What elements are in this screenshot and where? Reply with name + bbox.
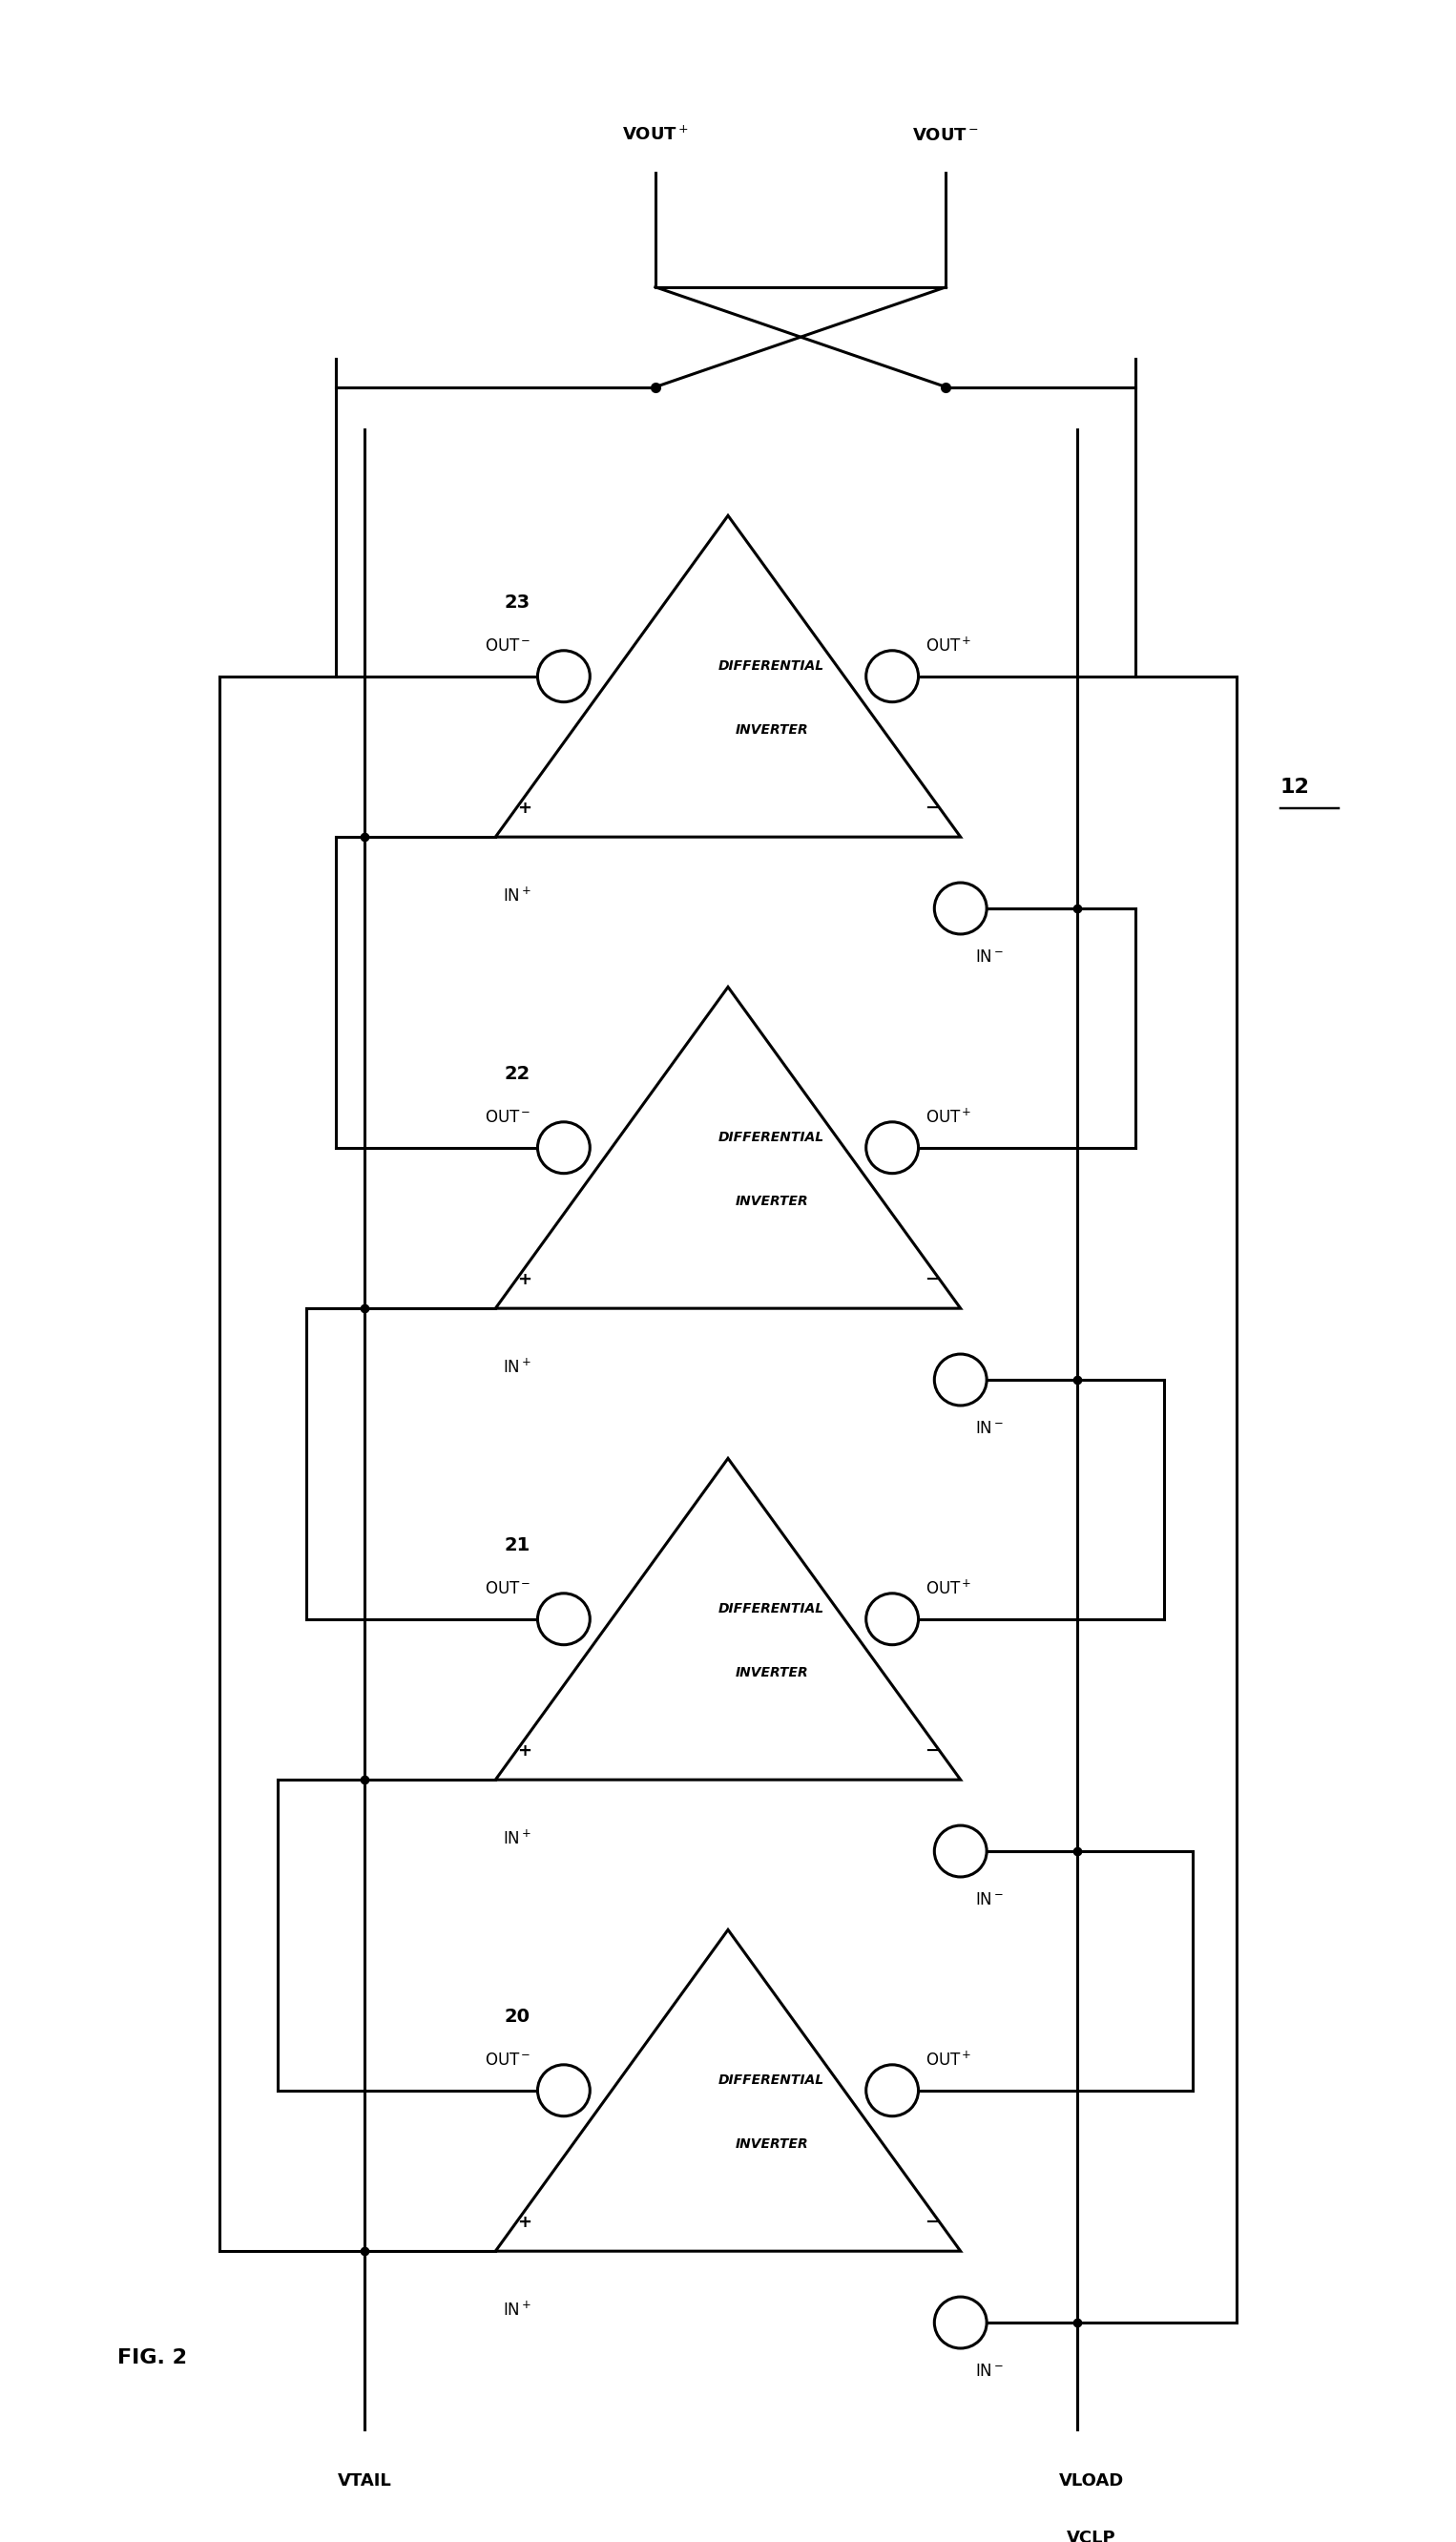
Text: +: + <box>517 2214 531 2232</box>
Text: IN$^-$: IN$^-$ <box>976 1891 1005 1909</box>
Text: −: − <box>925 801 939 816</box>
Text: OUT$^-$: OUT$^-$ <box>485 1581 530 1596</box>
Text: IN$^+$: IN$^+$ <box>502 2301 531 2318</box>
Text: OUT$^+$: OUT$^+$ <box>926 2051 971 2069</box>
Text: IN$^+$: IN$^+$ <box>502 887 531 905</box>
Text: −: − <box>925 1744 939 1759</box>
Text: 22: 22 <box>504 1065 530 1083</box>
Text: FIG. 2: FIG. 2 <box>118 2349 188 2367</box>
Circle shape <box>935 2298 987 2349</box>
Text: INVERTER: INVERTER <box>735 1665 808 1680</box>
Text: VCLP: VCLP <box>1067 2529 1115 2542</box>
Text: −: − <box>925 1271 939 1289</box>
Text: DIFFERENTIAL: DIFFERENTIAL <box>719 2074 824 2087</box>
Text: 21: 21 <box>504 1538 530 1556</box>
Text: OUT$^-$: OUT$^-$ <box>485 638 530 656</box>
Text: VLOAD: VLOAD <box>1059 2473 1124 2489</box>
Text: OUT$^+$: OUT$^+$ <box>926 636 971 656</box>
Text: OUT$^+$: OUT$^+$ <box>926 1108 971 1126</box>
Circle shape <box>866 1121 919 1174</box>
Text: VTAIL: VTAIL <box>338 2473 392 2489</box>
Text: INVERTER: INVERTER <box>735 2138 808 2151</box>
Text: IN$^-$: IN$^-$ <box>976 1421 1005 1436</box>
Circle shape <box>866 1594 919 1645</box>
Text: 23: 23 <box>504 595 530 613</box>
Circle shape <box>537 1121 590 1174</box>
Text: −: − <box>925 2214 939 2232</box>
Text: OUT$^+$: OUT$^+$ <box>926 1579 971 1596</box>
Text: DIFFERENTIAL: DIFFERENTIAL <box>719 658 824 671</box>
Text: IN$^-$: IN$^-$ <box>976 948 1005 966</box>
Circle shape <box>935 1825 987 1876</box>
Text: IN$^-$: IN$^-$ <box>976 2362 1005 2379</box>
Circle shape <box>537 651 590 702</box>
Text: IN$^+$: IN$^+$ <box>502 1357 531 1378</box>
Circle shape <box>537 2064 590 2115</box>
Text: IN$^+$: IN$^+$ <box>502 1830 531 1848</box>
Text: +: + <box>517 801 531 816</box>
Text: +: + <box>517 1744 531 1759</box>
Text: INVERTER: INVERTER <box>735 722 808 737</box>
Text: OUT$^-$: OUT$^-$ <box>485 2051 530 2069</box>
Circle shape <box>935 1355 987 1406</box>
Circle shape <box>866 651 919 702</box>
Text: INVERTER: INVERTER <box>735 1195 808 1207</box>
Text: VOUT$^+$: VOUT$^+$ <box>622 125 689 145</box>
Text: 12: 12 <box>1280 778 1310 796</box>
Text: 20: 20 <box>505 2008 530 2026</box>
Circle shape <box>537 1594 590 1645</box>
Text: +: + <box>517 1271 531 1289</box>
Text: OUT$^-$: OUT$^-$ <box>485 1108 530 1126</box>
Text: DIFFERENTIAL: DIFFERENTIAL <box>719 1601 824 1614</box>
Circle shape <box>935 882 987 933</box>
Circle shape <box>866 2064 919 2115</box>
Text: VOUT$^-$: VOUT$^-$ <box>913 127 980 145</box>
Text: DIFFERENTIAL: DIFFERENTIAL <box>719 1131 824 1144</box>
